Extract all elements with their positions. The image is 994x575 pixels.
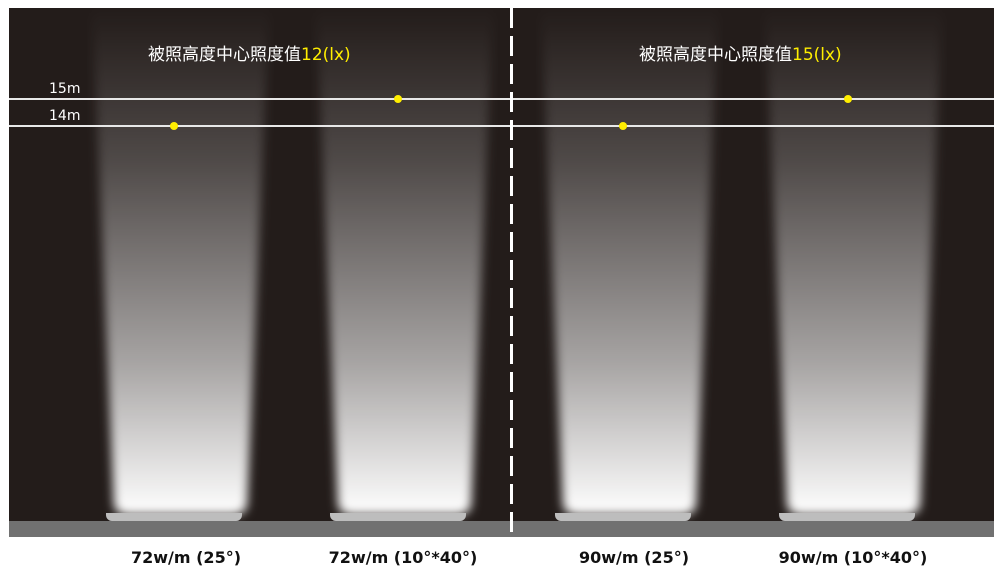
fixture-caption-1: 72w/m (25°) <box>130 548 242 567</box>
light-beam-1 <box>87 8 274 523</box>
height-line-14m <box>9 125 994 127</box>
light-beam-4 <box>760 8 947 523</box>
panel-title-left: 被照高度中心照度值12(lx) <box>148 45 351 65</box>
measure-point-2 <box>394 95 402 103</box>
measure-point-3 <box>619 122 627 130</box>
panel-title-right: 被照高度中心照度值15(lx) <box>639 45 842 65</box>
fixture-caption-3: 90w/m (25°) <box>578 548 690 567</box>
panel-title-left-value: 12(lx) <box>301 45 351 65</box>
panel-title-left-text: 被照高度中心照度值 <box>148 45 301 65</box>
measure-point-4 <box>844 95 852 103</box>
panel-title-right-value: 15(lx) <box>792 45 842 65</box>
measure-point-1 <box>170 122 178 130</box>
fixture-caption-2: 72w/m (10°*40°) <box>328 548 478 567</box>
panel-title-right-text: 被照高度中心照度值 <box>639 45 792 65</box>
light-fixture-4 <box>779 513 915 521</box>
floor <box>9 521 994 537</box>
light-fixture-2 <box>330 513 466 521</box>
panel-divider <box>510 8 513 537</box>
light-fixture-3 <box>555 513 691 521</box>
fixture-caption-4: 90w/m (10°*40°) <box>778 548 928 567</box>
light-beam-3 <box>536 8 723 523</box>
height-label-14m: 14m <box>49 108 81 124</box>
illumination-diagram: 15m 14m 被照高度中心照度值12(lx) 被照高度中心照度值15(lx) <box>9 8 994 537</box>
light-beam-2 <box>311 8 498 523</box>
light-fixture-1 <box>106 513 242 521</box>
height-label-15m: 15m <box>49 81 81 97</box>
height-line-15m <box>9 98 994 100</box>
